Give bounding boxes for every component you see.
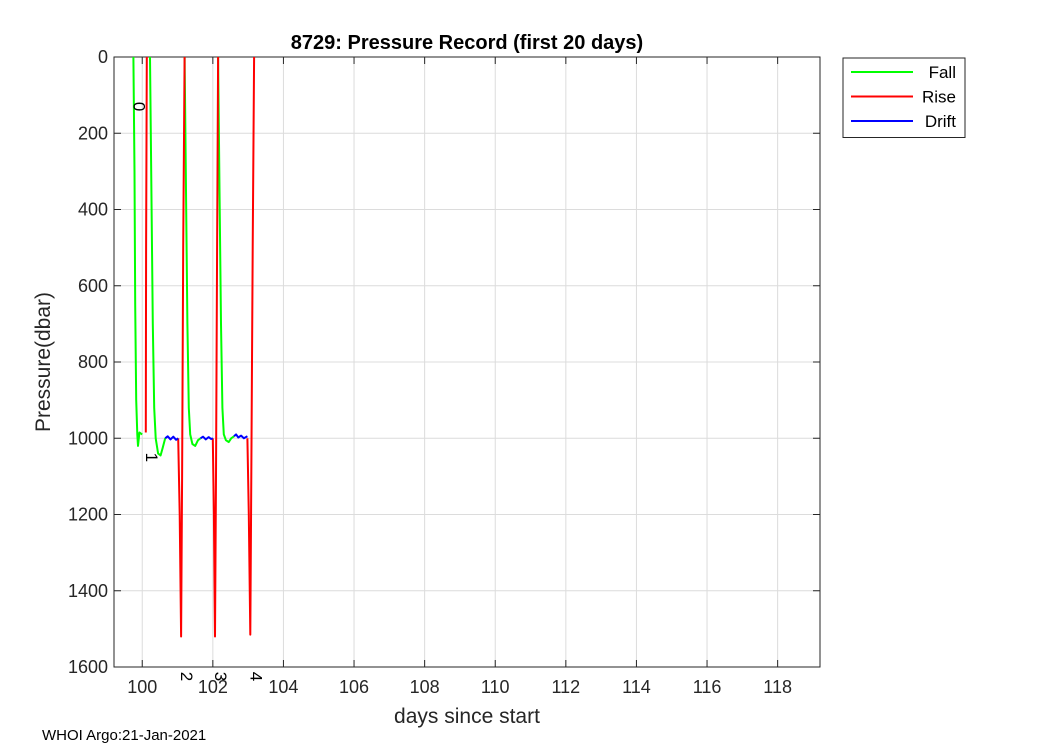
series-drift-line	[164, 435, 179, 441]
cycle-label: 4	[246, 672, 265, 681]
x-tick-label: 108	[410, 677, 440, 697]
series-fall-line	[132, 56, 143, 447]
y-tick-label: 1000	[68, 428, 108, 448]
series-fall-line	[149, 56, 167, 457]
footer-credit: WHOI Argo:21-Jan-2021	[42, 727, 207, 744]
y-axis-title: Pressure(dbar)	[32, 292, 55, 432]
y-tick-label: 1200	[68, 505, 108, 525]
series-drift-line	[233, 433, 248, 440]
cycle-label: 3	[211, 672, 230, 681]
cycle-labels: 0 1 2 3 4	[129, 102, 265, 681]
y-tick-label: 1400	[68, 581, 108, 601]
legend-label-rise: Rise	[922, 88, 956, 107]
grid	[114, 56, 820, 668]
y-tick-label: 200	[78, 123, 108, 143]
cycle-label: 2	[177, 672, 196, 681]
chart-title: 8729: Pressure Record (first 20 days)	[291, 32, 643, 54]
x-tick-label: 118	[763, 677, 792, 697]
legend-label-drift: Drift	[925, 112, 956, 131]
cycle-label: 0	[129, 102, 148, 111]
y-tick-label: 600	[78, 276, 108, 296]
x-tick-label: 112	[551, 677, 580, 697]
series-rise-line	[177, 56, 186, 638]
series-drift-line	[199, 435, 214, 441]
series-fall-line	[183, 56, 202, 447]
y-tick-label: 400	[78, 200, 108, 220]
series-rise-line	[246, 56, 256, 636]
x-tick-label: 114	[622, 677, 651, 697]
x-axis-title: days since start	[394, 705, 540, 728]
cycle-label: 1	[142, 453, 161, 462]
series-fall-line	[217, 56, 235, 444]
x-tick-label: 106	[339, 677, 369, 697]
y-tick-label: 0	[98, 47, 108, 67]
legend: Fall Rise Drift	[842, 57, 966, 138]
x-tick-label: 100	[127, 677, 157, 697]
legend-label-fall: Fall	[929, 63, 956, 82]
series-rise-line	[144, 56, 148, 433]
series-lines	[132, 56, 256, 638]
x-tick-label: 110	[481, 677, 510, 697]
series-rise-line	[211, 56, 220, 638]
x-tick-label: 104	[268, 677, 298, 697]
y-tick-label: 800	[78, 352, 108, 372]
x-tick-label: 102	[198, 677, 228, 697]
x-tick-label: 116	[693, 677, 722, 697]
axes: 100 102 104 106 108 110 112 114 116 1180200400600…	[68, 47, 821, 697]
y-tick-label: 1600	[68, 657, 108, 677]
